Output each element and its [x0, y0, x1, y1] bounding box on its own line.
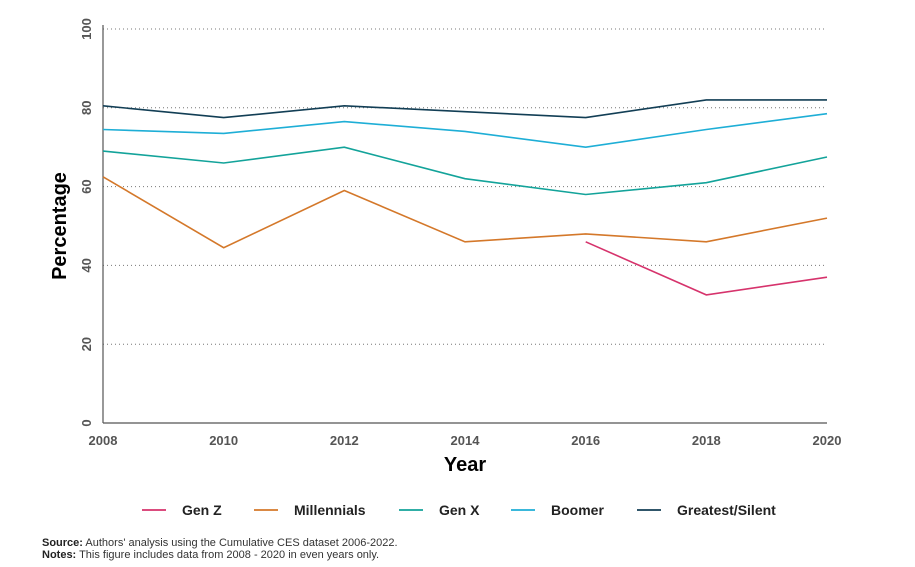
line-chart: 0 20 40 60 80 100 2008 2010 2012 2014 2016 2018 202… [49, 18, 842, 518]
notes-note: Notes: This figure includes data from 20… [42, 549, 379, 561]
source-note: Source: Authors' analysis using the Cumu… [42, 537, 398, 549]
x-axis-title: Year [444, 454, 486, 476]
y-tick-label: 40 [79, 258, 94, 272]
y-tick-label: 20 [79, 337, 94, 351]
legend-label-boomer: Boomer [551, 502, 604, 518]
legend-label-millennials: Millennials [294, 502, 366, 518]
x-tick-labels: 2008 2010 2012 2014 2016 2018 2020 [89, 433, 842, 448]
x-tick-label: 2008 [89, 433, 118, 448]
legend-label-gen-z: Gen Z [182, 502, 222, 518]
source-label: Source: [42, 537, 83, 549]
gridlines [103, 28, 827, 345]
y-tick-label: 0 [79, 419, 94, 426]
legend-label-gen-x: Gen X [439, 502, 480, 518]
y-tick-labels: 0 20 40 60 80 100 [79, 18, 94, 426]
y-tick-label: 60 [79, 179, 94, 193]
x-tick-label: 2016 [571, 433, 600, 448]
y-axis-title: Percentage [49, 172, 71, 280]
x-tick-label: 2012 [330, 433, 359, 448]
series-line-greatest-silent [102, 99, 827, 119]
x-tick-label: 2014 [451, 433, 481, 448]
notes-label: Notes: [42, 549, 77, 561]
series-line-boomer [102, 112, 828, 149]
legend-label-greatest-silent: Greatest/Silent [677, 502, 776, 518]
notes-text: This figure includes data from 2008 - 20… [76, 549, 380, 561]
series-line-millennials [102, 176, 828, 249]
x-tick-label: 2018 [692, 433, 721, 448]
x-tick-label: 2020 [813, 433, 842, 448]
source-text: Authors' analysis using the Cumulative C… [82, 537, 398, 549]
y-tick-label: 80 [79, 101, 94, 115]
x-tick-label: 2010 [209, 433, 238, 448]
legend: Gen Z Millennials Gen X Boomer Greatest/Sile… [142, 502, 776, 518]
series-line-gen-x [102, 146, 828, 196]
series-lines [102, 99, 828, 296]
axes [102, 25, 827, 424]
series-line-gen-z [585, 241, 828, 296]
y-tick-label: 100 [79, 18, 94, 40]
